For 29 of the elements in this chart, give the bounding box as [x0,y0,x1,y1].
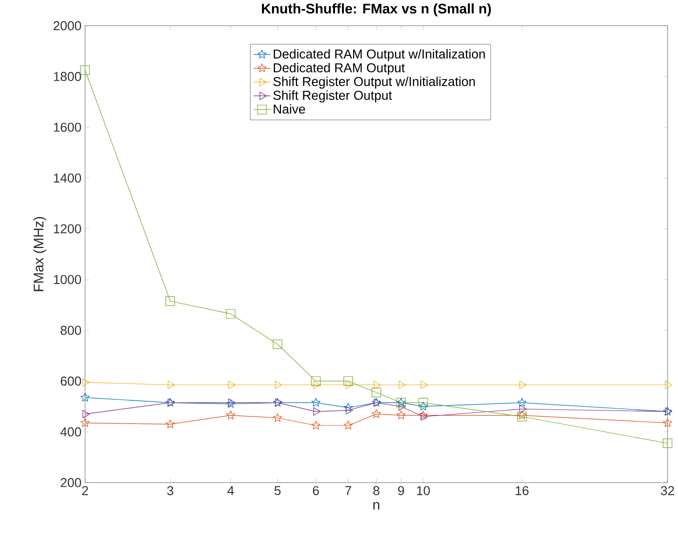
x-tick-label: 6 [312,486,319,496]
x-tick-label: 9 [398,486,404,496]
x-tick-label: 16 [516,486,529,496]
y-tick-label: 1600 [54,122,82,132]
y-tick-label: 800 [60,326,82,335]
x-tick-label: 4 [227,486,234,495]
y-tick-label: 600 [60,376,82,386]
y-tick-label: 1000 [54,274,82,284]
legend-label: Naive [274,104,306,114]
x-tick-label: 7 [345,486,352,495]
x-tick-label: 5 [274,486,281,496]
legend-label: Dedicated RAM Output w/Initalization [274,49,485,62]
y-tick-label: 2000 [54,21,82,30]
legend-label: Shift Register Output [273,90,392,102]
chart-title: Knuth-Shuffle: FMax vs n (Small n) [262,3,491,16]
x-tick-label: 2 [82,486,88,496]
x-axis-title: n [373,502,380,510]
y-tick-label: 200 [60,478,82,488]
x-tick-label: 8 [373,486,380,496]
legend-label: Dedicated RAM Output [274,62,405,75]
y-axis-title: FMax (MHz) [33,216,46,292]
y-tick-label: 1200 [54,224,82,234]
x-tick-label: 3 [167,486,174,496]
y-tick-label: 1400 [54,173,82,183]
x-tick-label: 10 [417,486,430,496]
x-tick-label: 32 [660,486,674,496]
legend-label: Shift Register Output w/Initialization [273,76,475,89]
y-tick-label: 400 [60,427,82,436]
y-tick-label: 1800 [54,72,82,82]
